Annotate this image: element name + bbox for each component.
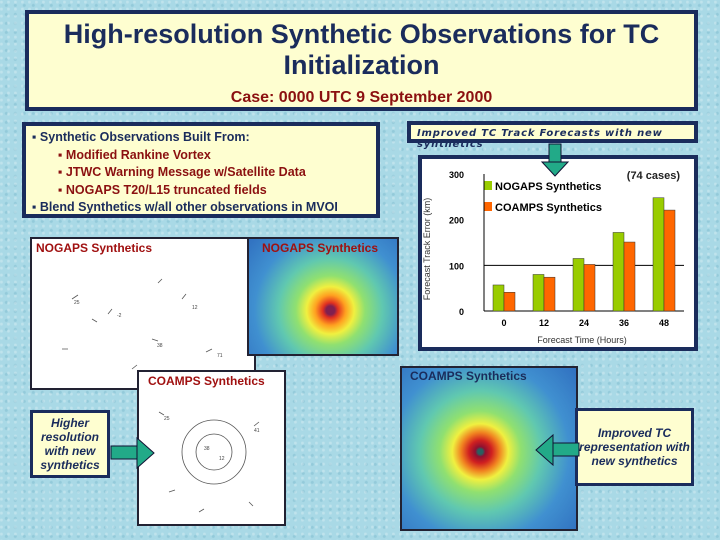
svg-text:25: 25 [164,416,170,422]
bar-coamps-36 [623,241,636,312]
bar-nogaps-24 [572,258,585,312]
y-tick-label: 100 [449,261,464,271]
slide-title: High-resolution Synthetic Observations f… [63,19,660,80]
legend-nogaps: NOGAPS Synthetics [495,181,601,193]
callout-right: Improved TC representation with new synt… [575,408,694,486]
nogaps-obs-label: NOGAPS Synthetics [36,241,153,255]
bar-coamps-12 [543,276,556,312]
svg-text:41: 41 [254,428,260,434]
x-tick-label: 12 [539,318,549,328]
x-axis-label: Forecast Time (Hours) [537,335,627,345]
title-box: High-resolution Synthetic Observations f… [25,10,698,111]
bullet: ▪ NOGAPS T20/L15 truncated fields [58,182,267,197]
bullet: ▪ Modified Rankine Vortex [58,147,211,162]
nogaps-obs-map: 25 -2 38 12 71 [30,237,256,390]
svg-text:38: 38 [204,446,210,452]
bar-nogaps-12 [532,274,545,312]
nogaps-field-map [247,237,399,356]
arrow-right-icon [110,436,155,470]
coamps-obs-label: COAMPS Synthetics [148,374,265,388]
cases-annotation: (74 cases) [627,170,681,182]
bar-coamps-0 [503,292,516,312]
svg-text:12: 12 [192,305,198,311]
chart-box: Forecast Track Error (km) Forecast Time … [418,155,698,351]
bar-nogaps-0 [492,284,505,312]
y-tick-label: 0 [459,307,464,317]
legend-swatch-coamps [484,202,492,211]
bar-coamps-24 [583,264,596,312]
y-tick-label: 200 [449,216,464,226]
station-plot-image: 25 -2 38 12 71 [62,278,223,377]
svg-text:71: 71 [217,353,223,359]
arrow-left-icon [535,433,580,467]
y-axis-label: Forecast Track Error (km) [422,198,432,301]
bullet-list: ▪ Synthetic Observations Built From: ▪ M… [22,122,380,218]
x-tick-label: 24 [579,318,589,328]
arrow-down-icon [540,143,570,177]
nogaps-field-label: NOGAPS Synthetics [262,241,379,255]
case-label: Case: 0000 UTC 9 September 2000 [230,89,493,106]
callout-left: Higher resolution with new synthetics [30,410,110,478]
legend-coamps: COAMPS Synthetics [495,202,602,214]
svg-text:12: 12 [219,456,225,462]
station-plot-image: 38 12 25 41 [158,411,260,513]
chart-header: Improved TC Track Forecasts with new syn… [407,121,698,150]
bullet: ▪ Blend Synthetics w/all other observati… [32,200,338,214]
x-tick-label: 48 [659,318,669,328]
svg-text:25: 25 [74,300,80,306]
y-tick-label: 300 [449,170,464,180]
coamps-field-label: COAMPS Synthetics [410,369,527,383]
bullet: ▪ JTWC Warning Message w/Satellite Data [58,165,306,179]
bar-chart: Forecast Track Error (km) Forecast Time … [422,170,684,345]
coamps-obs-map: 38 12 25 41 [137,370,286,526]
x-tick-label: 36 [619,318,629,328]
bar-nogaps-36 [612,232,625,312]
legend-swatch-nogaps [484,181,492,190]
bar-nogaps-48 [652,197,665,312]
bullet: ▪ Synthetic Observations Built From: [32,130,250,144]
x-tick-label: 0 [501,318,506,328]
svg-text:-2: -2 [117,313,122,319]
svg-text:38: 38 [157,343,163,349]
bar-coamps-48 [663,209,676,312]
